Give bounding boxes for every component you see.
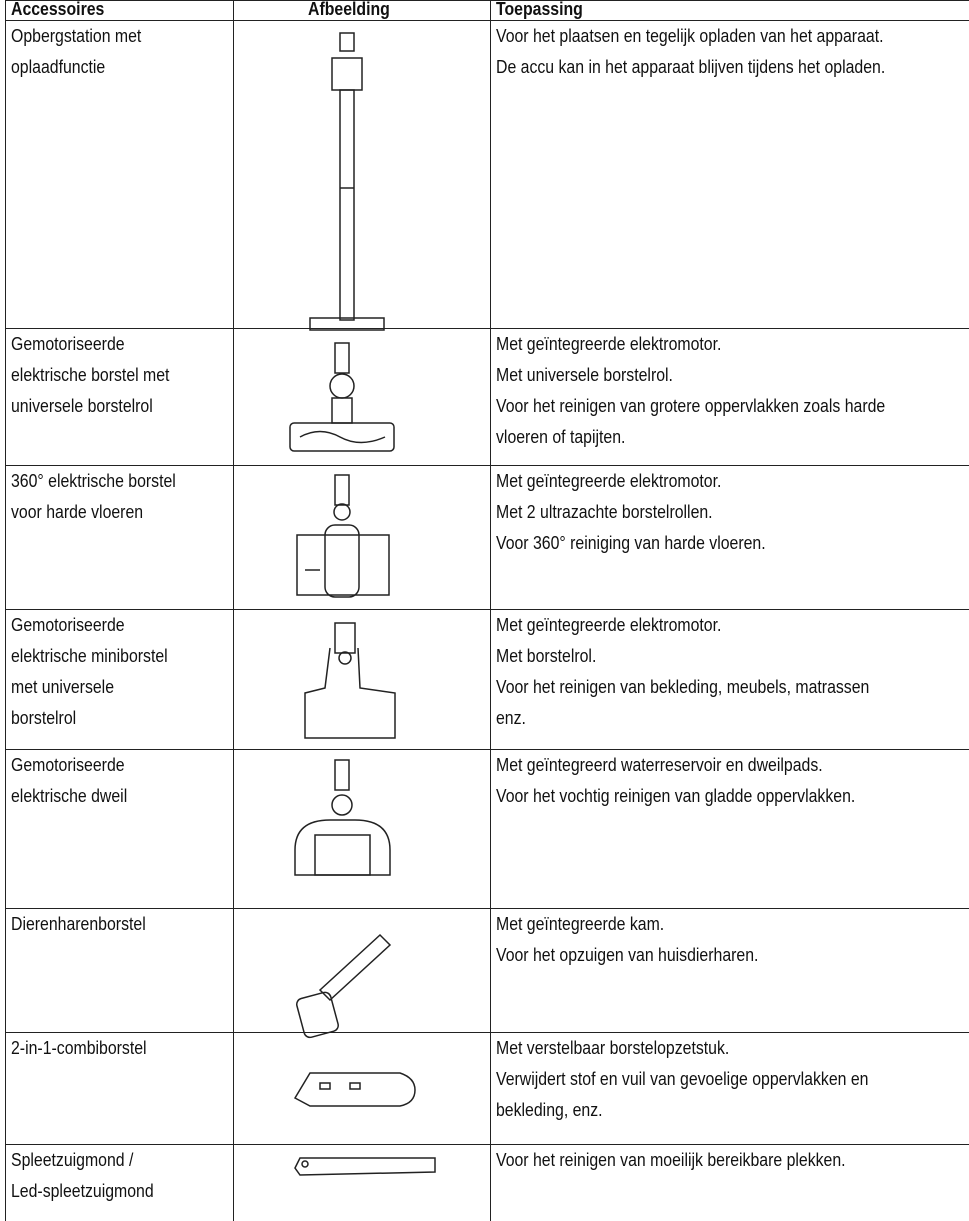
column-line [5,0,6,1221]
accessory-image [294,759,391,876]
header-cell: Accessoires [11,0,105,19]
row-line [5,465,969,466]
accessory-text: Spleetzuigmond / [11,1150,134,1170]
row-line [5,20,969,21]
accessory-text: universele borstelrol [11,396,153,416]
application-text: bekleding, enz. [496,1100,603,1120]
accessory-text: Dierenharenborstel [11,914,146,934]
application-text: Met borstelrol. [496,646,597,666]
row-line [5,328,969,329]
row-line [5,0,969,1]
application-text: Voor het reinigen van moeilijk bereikbar… [496,1150,846,1170]
row-line [5,749,969,750]
header-cell: Afbeelding [308,0,390,19]
accessory-text: 360° elektrische borstel [11,471,176,491]
accessory-image [304,622,396,739]
column-line [490,0,491,1221]
accessory-text: met universele [11,677,115,697]
application-text: Met universele borstelrol. [496,365,673,385]
application-text: Met verstelbaar borstelopzetstuk. [496,1038,730,1058]
application-text: Voor het vochtig reinigen van gladde opp… [496,786,856,806]
application-text: Met geïntegreerd waterreservoir en dweil… [496,755,823,775]
application-text: Voor het plaatsen en tegelijk opladen va… [496,26,884,46]
accessory-text: elektrische miniborstel [11,646,168,666]
row-line [5,1032,969,1033]
header-cell: Toepassing [496,0,583,19]
row-line [5,908,969,909]
accessory-text: Gemotoriseerde [11,755,125,775]
accessory-text: Led-spleetzuigmond [11,1181,154,1201]
accessory-text: Gemotoriseerde [11,615,125,635]
application-text: De accu kan in het apparaat blijven tijd… [496,57,886,77]
application-text: Met geïntegreerde elektromotor. [496,471,722,491]
row-line [5,1144,969,1145]
accessory-text: Opbergstation met [11,26,142,46]
accessory-text: borstelrol [11,708,77,728]
application-text: enz. [496,708,526,728]
application-text: Met geïntegreerde elektromotor. [496,615,722,635]
accessory-image [289,342,395,452]
accessory-image [294,1157,436,1176]
accessory-image [293,1072,416,1107]
application-text: Voor 360° reiniging van harde vloeren. [496,533,766,553]
accessory-text: elektrische borstel met [11,365,170,385]
accessory-text: 2-in-1-combiborstel [11,1038,147,1058]
accessory-image [309,32,385,331]
application-text: Met geïntegreerde elektromotor. [496,334,722,354]
application-text: vloeren of tapijten. [496,427,626,447]
accessory-text: elektrische dweil [11,786,128,806]
accessory-image [296,933,392,1039]
accessory-text: Gemotoriseerde [11,334,125,354]
application-text: Met geïntegreerde kam. [496,914,665,934]
application-text: Voor het opzuigen van huisdierharen. [496,945,759,965]
row-line [5,609,969,610]
column-line [233,0,234,1221]
accessory-image [296,474,390,598]
application-text: Verwijdert stof en vuil van gevoelige op… [496,1069,869,1089]
application-text: Voor het reinigen van bekleding, meubels… [496,677,870,697]
application-text: Met 2 ultrazachte borstelrollen. [496,502,713,522]
accessory-text: voor harde vloeren [11,502,144,522]
accessory-text: oplaadfunctie [11,57,106,77]
application-text: Voor het reinigen van grotere oppervlakk… [496,396,886,416]
